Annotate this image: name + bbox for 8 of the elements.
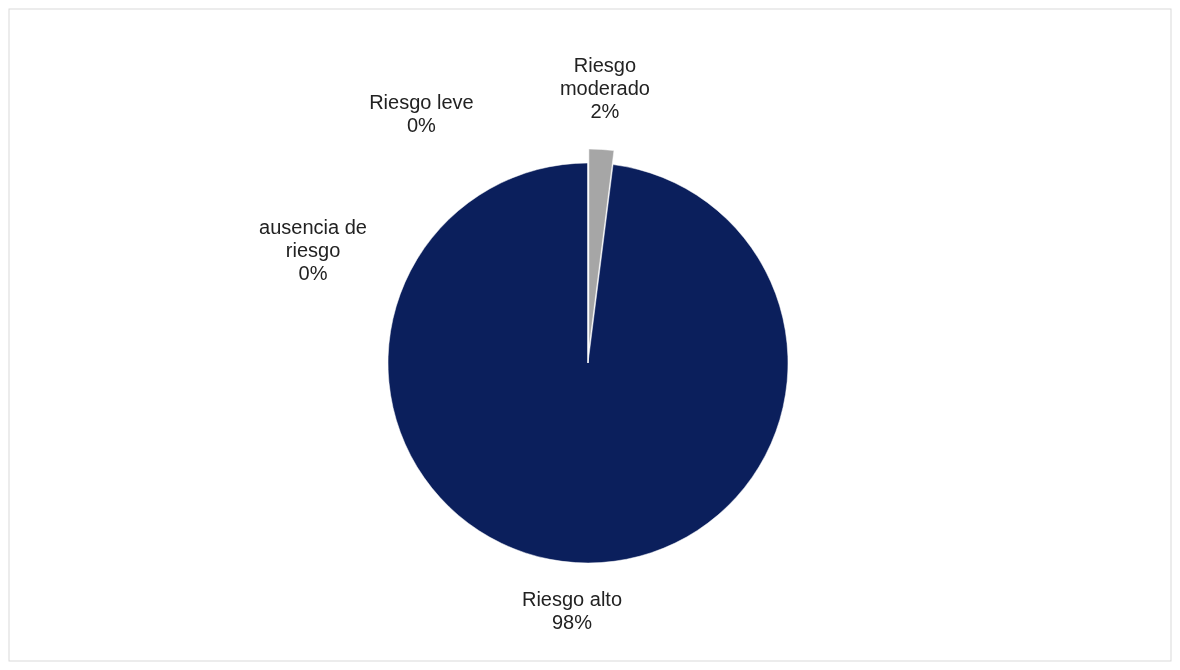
- text: 0%: [298, 262, 328, 285]
- data-label: 98%: [551, 611, 593, 634]
- data-label: 2%: [590, 99, 620, 122]
- text: 0%: [406, 113, 436, 136]
- category-label: Riesgo leve: [369, 90, 474, 113]
- slice-label: Riesgo moderado: [559, 53, 650, 99]
- category-label: ausencia de riesgo: [259, 216, 367, 262]
- slice-label: Riesgo alto: [521, 588, 623, 611]
